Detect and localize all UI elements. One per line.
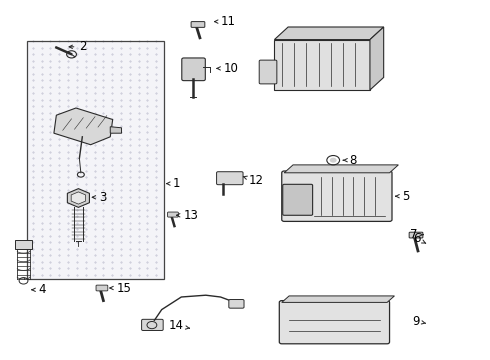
Polygon shape bbox=[71, 192, 86, 204]
Polygon shape bbox=[284, 165, 398, 173]
Text: 5: 5 bbox=[396, 190, 409, 203]
FancyBboxPatch shape bbox=[168, 212, 178, 217]
Polygon shape bbox=[370, 27, 384, 90]
Polygon shape bbox=[274, 27, 384, 40]
Polygon shape bbox=[54, 108, 113, 145]
FancyBboxPatch shape bbox=[279, 301, 390, 344]
Polygon shape bbox=[110, 127, 122, 133]
FancyBboxPatch shape bbox=[229, 300, 244, 308]
Text: 14: 14 bbox=[169, 319, 190, 332]
Circle shape bbox=[330, 158, 337, 163]
Text: 4: 4 bbox=[32, 283, 46, 296]
Polygon shape bbox=[274, 40, 370, 90]
Text: 12: 12 bbox=[244, 174, 264, 187]
Text: 15: 15 bbox=[110, 282, 131, 294]
Text: 7: 7 bbox=[410, 228, 423, 241]
FancyBboxPatch shape bbox=[283, 184, 313, 215]
FancyBboxPatch shape bbox=[217, 172, 243, 185]
Text: 9: 9 bbox=[413, 315, 425, 328]
FancyBboxPatch shape bbox=[182, 58, 205, 81]
Polygon shape bbox=[15, 240, 32, 249]
Polygon shape bbox=[67, 189, 90, 207]
Text: 13: 13 bbox=[176, 209, 198, 222]
Bar bbox=[27, 41, 164, 279]
FancyBboxPatch shape bbox=[96, 285, 108, 291]
Bar bbox=[27, 41, 164, 279]
FancyBboxPatch shape bbox=[142, 319, 163, 330]
Text: 3: 3 bbox=[92, 191, 106, 204]
FancyBboxPatch shape bbox=[259, 60, 277, 84]
FancyBboxPatch shape bbox=[409, 232, 423, 238]
Text: 8: 8 bbox=[343, 154, 356, 167]
Text: 6: 6 bbox=[413, 232, 426, 245]
Text: 1: 1 bbox=[167, 177, 180, 190]
Polygon shape bbox=[282, 296, 394, 302]
FancyBboxPatch shape bbox=[282, 171, 392, 221]
Text: 2: 2 bbox=[69, 40, 87, 53]
Text: 10: 10 bbox=[217, 62, 238, 75]
FancyBboxPatch shape bbox=[191, 22, 205, 27]
Text: 11: 11 bbox=[215, 15, 236, 28]
